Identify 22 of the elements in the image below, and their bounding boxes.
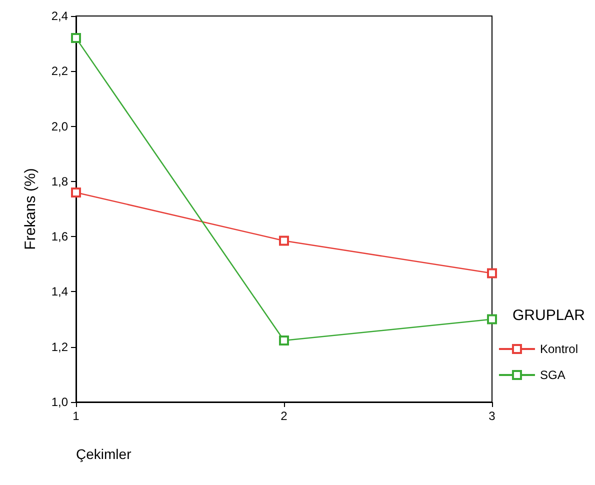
legend-label: SGA bbox=[540, 368, 566, 382]
y-axis-title: Frekans (%) bbox=[22, 168, 39, 250]
point bbox=[71, 187, 81, 198]
point bbox=[279, 336, 289, 346]
x-tick-label: 2 bbox=[280, 409, 288, 423]
y-tick-label: 1,2 bbox=[51, 340, 68, 354]
y-tick-label: 1,6 bbox=[51, 230, 68, 244]
point bbox=[279, 236, 289, 246]
legend-title: GRUPLAR bbox=[512, 307, 586, 324]
y-tick-label: 1,4 bbox=[51, 284, 68, 299]
y-tick-label: 2,0 bbox=[51, 119, 68, 134]
y-tick-label: 2,4 bbox=[51, 9, 68, 23]
legend-label: Kontrol bbox=[540, 342, 578, 356]
y-tick-label: 1,8 bbox=[51, 174, 68, 188]
x-tick-label: 3 bbox=[488, 409, 496, 423]
point bbox=[71, 33, 81, 44]
x-axis-title: Çekimler bbox=[76, 446, 132, 462]
point bbox=[487, 268, 497, 278]
y-tick-label: 2,2 bbox=[51, 64, 68, 78]
x-tick-label: 1 bbox=[72, 409, 80, 423]
point bbox=[487, 314, 497, 324]
y-tick-label: 1,0 bbox=[51, 395, 68, 409]
